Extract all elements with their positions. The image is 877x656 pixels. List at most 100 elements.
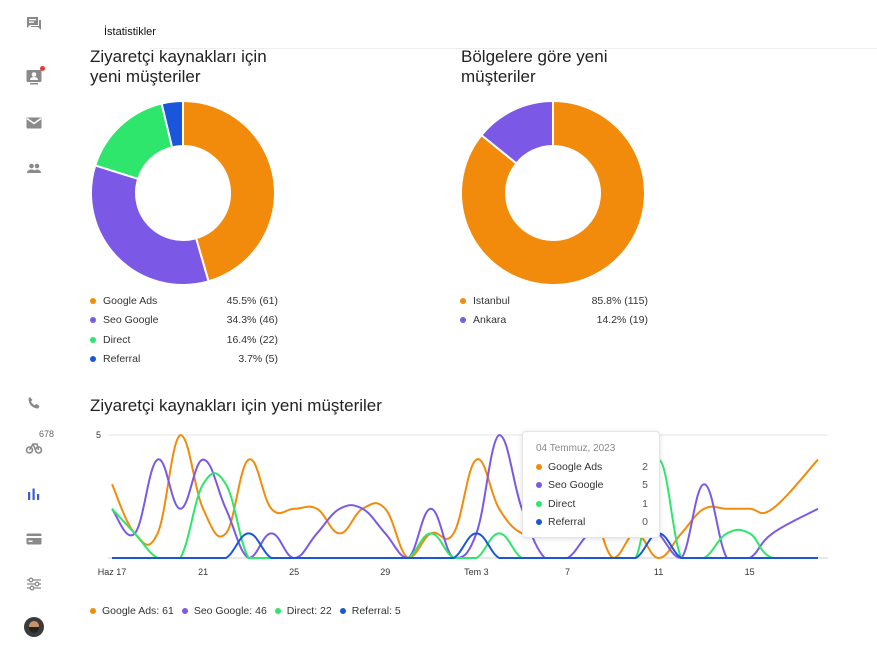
- legend-value: 34.3% (46): [226, 314, 278, 327]
- regions-title-line1: Bölgelere göre yeni: [461, 47, 608, 66]
- tooltip-label: Google Ads: [548, 461, 603, 473]
- legend-label: Seo Google: [103, 314, 159, 327]
- legend-item-direct[interactable]: Direct 16.4% (22): [90, 330, 278, 350]
- timeline-panel-title: Ziyaretçi kaynakları için yeni müşterile…: [90, 396, 382, 415]
- tooltip-label: Direct: [548, 498, 576, 510]
- x-tick-label: 29: [380, 567, 390, 577]
- legend-item-direct[interactable]: Direct: 22: [274, 605, 332, 617]
- tooltip-row-direct: Direct 1: [536, 498, 648, 510]
- legend-dot: [181, 608, 188, 614]
- sources-panel-title: Ziyaretçi kaynakları için yeni müşterile…: [90, 47, 267, 87]
- legend-dot: [460, 317, 466, 324]
- legend-value: 85.8% (115): [591, 294, 648, 307]
- tooltip-date: 04 Temmuz, 2023: [536, 443, 616, 454]
- series-line-direct[interactable]: [111, 458, 818, 559]
- contact-card-icon[interactable]: [24, 66, 45, 87]
- legend-label: Direct: 22: [286, 605, 332, 617]
- x-tick-label: Tem 3: [464, 567, 489, 577]
- tooltip-label: Seo Google: [548, 479, 604, 491]
- sources-title-line2: yeni müşteriler: [90, 67, 201, 86]
- x-tick-label: 15: [745, 567, 755, 577]
- tooltip-row-referral: Referral 0: [536, 516, 648, 528]
- notification-dot: [40, 66, 45, 71]
- legend-label: Google Ads: [103, 294, 158, 307]
- page-title: İstatistikler: [104, 26, 156, 38]
- regions-donut-chart: [460, 100, 646, 286]
- donut-slice-direct[interactable]: [93, 102, 174, 181]
- legend-item-istanbul[interactable]: Istanbul 85.8% (115): [460, 291, 648, 311]
- y-tick-label: 5: [96, 430, 101, 440]
- legend-dot: [274, 608, 281, 614]
- donut-slice-referral[interactable]: [160, 100, 184, 149]
- series-line-referral[interactable]: [112, 532, 818, 559]
- x-tick-label: 7: [565, 567, 570, 577]
- x-tick-label: Haz 17: [98, 567, 127, 577]
- legend-value: 16.4% (22): [226, 333, 278, 346]
- tooltip-value: 2: [642, 461, 648, 473]
- legend-label: Istanbul: [473, 294, 510, 307]
- donut-slice-google-ads[interactable]: [182, 100, 276, 283]
- mail-icon[interactable]: [24, 113, 44, 133]
- legend-dot: [339, 608, 346, 614]
- legend-item-google-ads[interactable]: Google Ads: 61: [90, 605, 174, 617]
- legend-item-seo-google[interactable]: Seo Google 34.3% (46): [90, 311, 278, 331]
- sliders-icon[interactable]: [24, 574, 44, 594]
- credit-card-icon[interactable]: [24, 529, 44, 549]
- legend-item-google-ads[interactable]: Google Ads 45.5% (61): [90, 291, 278, 311]
- timeline-legend: Google Ads: 61 Seo Google: 46 Direct: 22…: [90, 605, 409, 617]
- regions-legend: Istanbul 85.8% (115) Ankara 14.2% (19): [460, 291, 648, 330]
- tooltip-row-seo-google: Seo Google 5: [536, 479, 648, 491]
- legend-label: Referral: 5: [351, 605, 401, 617]
- legend-value: 14.2% (19): [596, 314, 648, 327]
- regions-panel-title: Bölgelere göre yeni müşteriler: [461, 47, 607, 87]
- x-tick-label: 11: [654, 567, 663, 577]
- legend-dot: [90, 317, 96, 324]
- chart-tooltip: 04 Temmuz, 2023 Google Ads 2 Seo Google 5 …: [522, 431, 660, 538]
- tooltip-row-google-ads: Google Ads 2: [536, 461, 648, 473]
- legend-dot: [460, 297, 466, 304]
- donut-slice-ankara[interactable]: [480, 100, 554, 165]
- tooltip-dot: [536, 482, 542, 488]
- tooltip-dot: [536, 464, 542, 470]
- bar-chart-icon[interactable]: [24, 484, 44, 504]
- legend-dot: [90, 608, 96, 614]
- user-avatar[interactable]: [24, 617, 44, 637]
- legend-dot: [90, 297, 96, 304]
- x-tick-label: 25: [289, 567, 299, 577]
- legend-label: Referral: [103, 353, 141, 366]
- legend-item-referral[interactable]: Referral: 5: [339, 605, 401, 617]
- tooltip-dot: [536, 501, 542, 507]
- phone-icon[interactable]: [24, 393, 44, 413]
- x-tick-label: 21: [198, 567, 208, 577]
- legend-label: Ankara: [473, 314, 507, 327]
- tooltip-value: 0: [642, 516, 648, 528]
- sources-donut-chart: [90, 100, 276, 286]
- legend-dot: [90, 356, 96, 363]
- donut-slice-istanbul[interactable]: [460, 100, 646, 286]
- chat-icon[interactable]: [24, 14, 44, 34]
- series-line-google-ads[interactable]: [111, 433, 819, 560]
- legend-value: 3.7% (5): [238, 353, 278, 366]
- sources-legend: Google Ads 45.5% (61) Seo Google 34.3% (46…: [90, 291, 278, 369]
- tooltip-label: Referral: [548, 516, 586, 528]
- legend-label: Seo Google: 46: [193, 605, 267, 617]
- regions-title-line2: müşteriler: [461, 67, 536, 86]
- legend-label: Google Ads: 61: [102, 605, 174, 617]
- bike-icon[interactable]: 678: [24, 429, 54, 458]
- tooltip-dot: [536, 519, 542, 525]
- legend-item-referral[interactable]: Referral 3.7% (5): [90, 350, 278, 370]
- people-icon[interactable]: [24, 158, 44, 178]
- donut-slice-seo-google[interactable]: [90, 164, 210, 286]
- legend-value: 45.5% (61): [226, 294, 278, 307]
- legend-item-seo-google[interactable]: Seo Google: 46: [181, 605, 267, 617]
- tooltip-value: 1: [642, 498, 648, 510]
- sidebar: 678: [0, 0, 68, 656]
- legend-dot: [90, 336, 96, 343]
- legend-label: Direct: [103, 333, 131, 346]
- sources-title-line1: Ziyaretçi kaynakları için: [90, 47, 267, 66]
- header-divider: [150, 48, 877, 49]
- tooltip-value: 5: [642, 479, 648, 491]
- delivery-count-badge: 678: [39, 429, 55, 439]
- legend-item-ankara[interactable]: Ankara 14.2% (19): [460, 311, 648, 331]
